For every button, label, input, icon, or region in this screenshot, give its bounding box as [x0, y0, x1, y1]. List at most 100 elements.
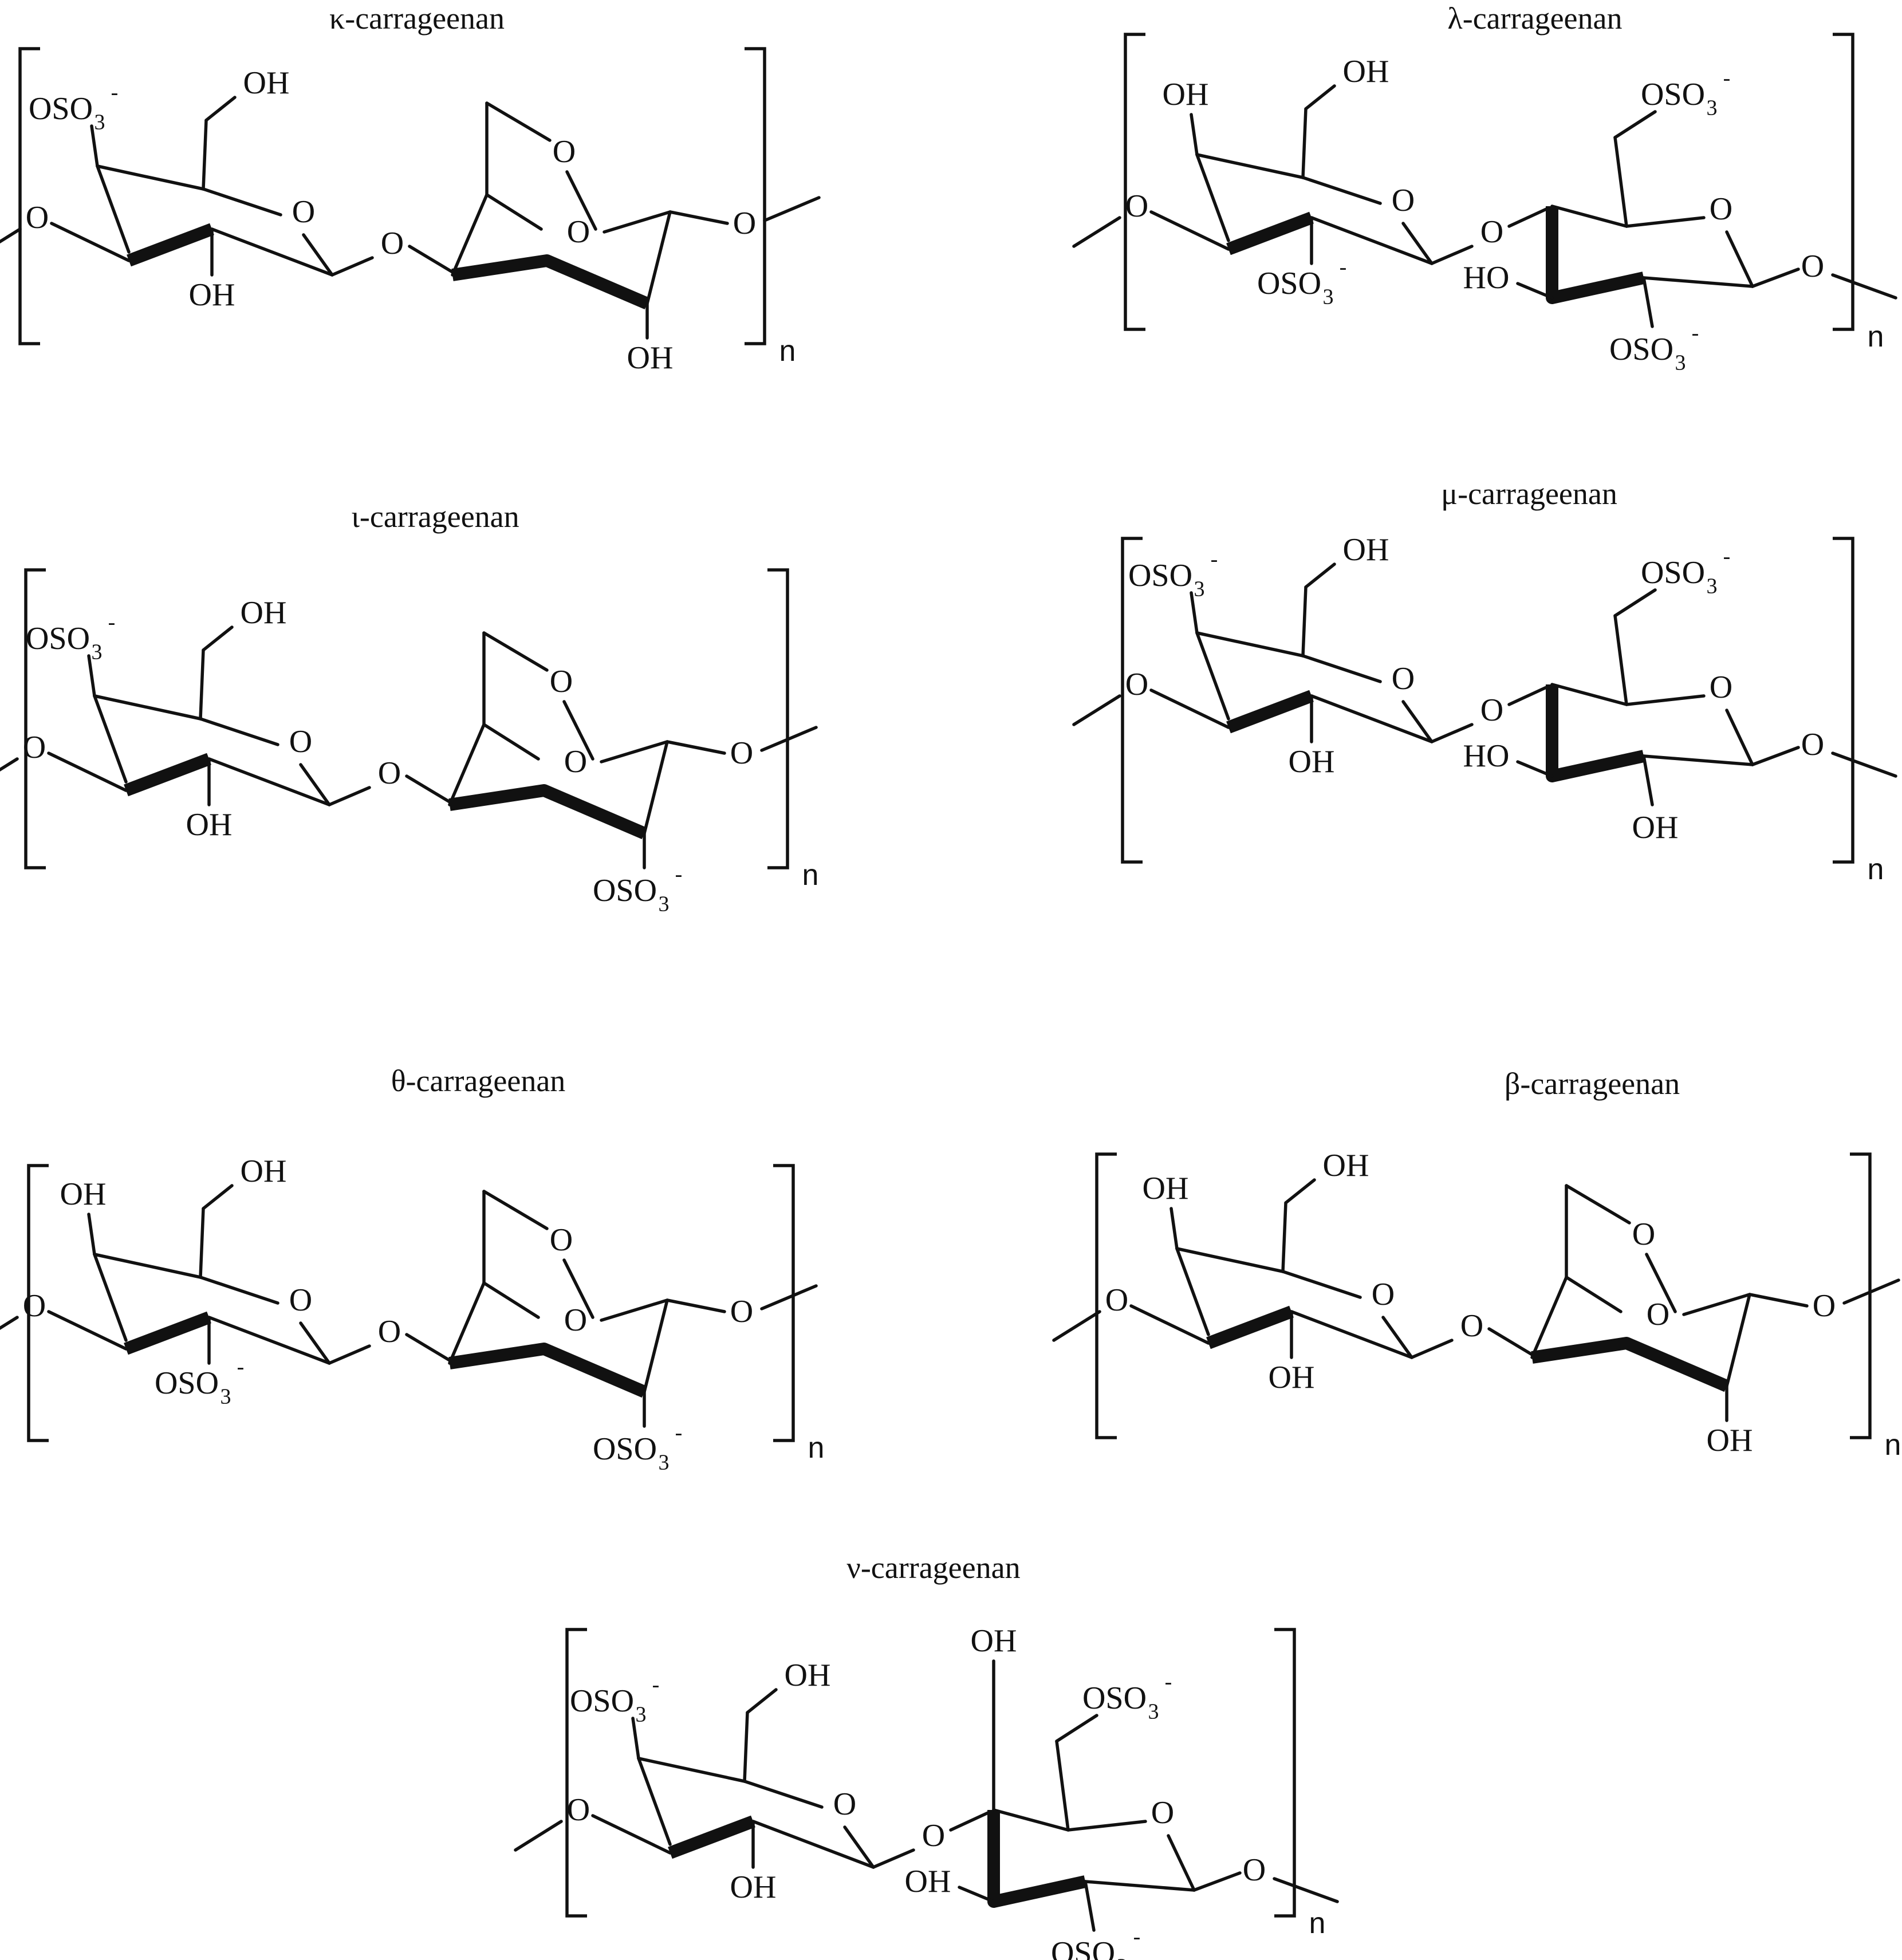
left-bracket	[1121, 537, 1143, 864]
ring-oxygen-anhydro: O	[564, 744, 587, 780]
glycosidic-oxygen-right: O	[1801, 249, 1824, 284]
bond	[565, 170, 597, 231]
glycosidic-oxygen-left: O	[23, 1288, 46, 1324]
c2-hydroxyl: OH	[189, 277, 235, 313]
bond	[1642, 276, 1654, 328]
c3-hydroxyl-right: HO	[1463, 260, 1510, 296]
bond	[50, 222, 131, 262]
c6-hydroxyl: OH	[241, 595, 287, 631]
sulfate-oso: OSO	[1257, 266, 1321, 301]
c4-hydroxyl: OH	[1143, 1171, 1189, 1206]
c4-sulfate: OSO 3-	[1128, 548, 1218, 601]
c6-hydroxyl: OH	[785, 1658, 831, 1693]
ring-front-edge-anhydro	[448, 784, 647, 840]
sulfate-charge: -	[1165, 1670, 1172, 1694]
sulfate-subscript: 3	[1707, 574, 1718, 599]
bond	[96, 164, 131, 254]
glycosidic-oxygen-left: O	[1125, 667, 1148, 702]
bond	[328, 786, 371, 806]
panel-title: κ-carrageenan	[329, 1, 505, 36]
bond	[1195, 153, 1305, 179]
bond	[1175, 1247, 1285, 1273]
sulfate-subscript: 3	[1117, 1955, 1128, 1960]
bond	[1516, 282, 1554, 300]
glycosidic-oxygen-left: O	[1105, 1282, 1128, 1318]
sulfate-oso: OSO	[1082, 1680, 1147, 1716]
repeat-index: n	[1868, 320, 1884, 353]
bond	[93, 694, 128, 784]
bond	[1530, 1276, 1568, 1359]
panel-kappa: κ-carrageenan n OSO 3- OH O O OH O O O O OH	[0, 1, 821, 376]
bond	[485, 101, 552, 142]
sulfate-subscript: 3	[92, 640, 103, 664]
sulfate-charge: -	[1211, 548, 1218, 572]
bridge-oxygen: O	[550, 664, 573, 699]
bond	[1748, 1293, 1809, 1308]
bond	[1195, 631, 1305, 658]
sulfate-charge: -	[111, 81, 119, 105]
linking-oxygen: O	[378, 1314, 401, 1349]
sulfate-subscript: 3	[94, 111, 105, 135]
repeat-index: n	[779, 334, 796, 368]
bond	[1149, 688, 1230, 729]
bond	[1084, 1880, 1096, 1932]
bond	[451, 193, 489, 277]
ring-oxygen-anhydro: O	[1647, 1297, 1669, 1332]
glycosidic-oxygen-left: O	[23, 730, 46, 765]
linking-oxygen: O	[1480, 692, 1503, 728]
bond	[1175, 1247, 1210, 1336]
bond	[1725, 709, 1754, 766]
c6-sulfate-right: OSO 3-	[1641, 66, 1730, 120]
bond	[1304, 562, 1336, 589]
bridge-oxygen: O	[553, 134, 576, 170]
right-bracket	[1850, 1152, 1872, 1439]
bond	[843, 1825, 875, 1869]
ring-front-edge	[1290, 1310, 1413, 1359]
bond	[1550, 683, 1628, 706]
glycosidic-oxygen-left: O	[1125, 188, 1148, 224]
bond	[1129, 1304, 1210, 1345]
bond	[1751, 267, 1800, 288]
bond	[760, 1284, 818, 1310]
bond	[199, 1207, 205, 1279]
bond	[47, 751, 128, 792]
panel-title: β-carrageenan	[1505, 1066, 1680, 1101]
bond	[1381, 1316, 1413, 1359]
linking-oxygen: O	[378, 755, 401, 791]
bond	[1613, 136, 1628, 228]
repeat-index: n	[802, 859, 819, 892]
bond	[1055, 1714, 1098, 1743]
bond	[202, 625, 234, 652]
bond	[482, 1190, 549, 1230]
repeat-index: n	[1885, 1428, 1901, 1462]
repeat-index: n	[808, 1431, 825, 1465]
c2-sulfate: OSO 3-	[1257, 255, 1346, 309]
c2-hydroxyl-anhydro: OH	[1707, 1423, 1753, 1458]
bond	[603, 210, 672, 234]
ring-oxygen: O	[292, 194, 315, 230]
right-bracket	[745, 47, 766, 345]
sulfate-charge: -	[1723, 545, 1731, 569]
bond	[448, 723, 486, 806]
bond	[1066, 1820, 1147, 1832]
bridge-oxygen: O	[1632, 1217, 1655, 1252]
sulfate-charge: -	[675, 863, 683, 887]
right-bracket	[1833, 33, 1854, 331]
bond	[448, 1281, 486, 1365]
sulfate-oso: OSO	[155, 1365, 219, 1401]
bond	[746, 1688, 778, 1714]
glycosidic-oxygen-right: O	[1813, 1288, 1836, 1324]
sulfate-oso: OSO	[1641, 77, 1705, 112]
c4-sulfate: OSO 3-	[26, 611, 115, 664]
ring-oxygen: O	[1372, 1277, 1395, 1312]
c2-hydroxyl-anhydro: OH	[627, 340, 674, 376]
bond	[1613, 110, 1657, 139]
bond	[1613, 588, 1657, 617]
ring-front-edge	[124, 753, 211, 797]
bond	[1281, 1270, 1362, 1299]
c2-hydroxyl-right: OH	[1632, 810, 1679, 845]
